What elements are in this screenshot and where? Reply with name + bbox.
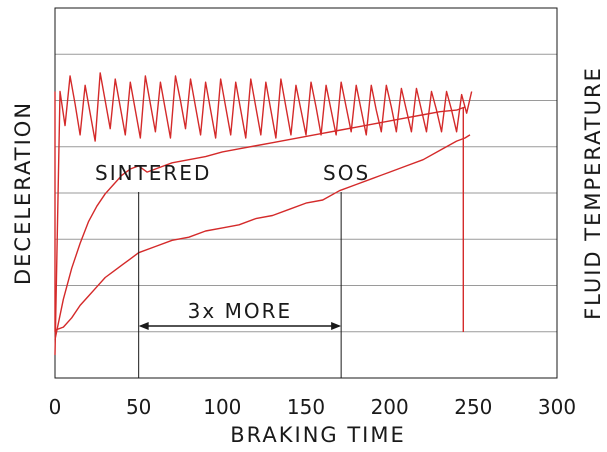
x-tick-label: 0 <box>49 395 62 419</box>
series-line-3 <box>54 134 471 331</box>
x-tick-label: 50 <box>126 395 151 419</box>
series-line-2 <box>54 106 466 340</box>
y-axis-title-right: FLUID TEMPERATURE <box>581 66 605 320</box>
annotation-sos: SOS <box>323 161 370 185</box>
gridlines <box>55 53 557 333</box>
annotation-layer: SINTERED SOS 3x MORE <box>95 161 370 378</box>
series-layer <box>54 72 473 356</box>
range-arrow-left-head <box>138 322 149 330</box>
x-tick-label: 150 <box>287 395 325 419</box>
x-tick-label: 250 <box>454 395 492 419</box>
annotation-3x-more: 3x MORE <box>188 299 292 323</box>
x-axis-title: BRAKING TIME <box>230 423 406 447</box>
series-line-1 <box>54 72 473 356</box>
y-axis-title-left: DECELERATION <box>11 101 35 285</box>
x-tick-label: 100 <box>203 395 241 419</box>
x-tick-label: 200 <box>371 395 409 419</box>
x-tick-labels: 0 50 100 150 200 250 300 <box>49 395 576 419</box>
x-tick-label: 300 <box>538 395 576 419</box>
annotation-sintered: SINTERED <box>95 161 211 185</box>
range-arrow-right-head <box>331 322 342 330</box>
